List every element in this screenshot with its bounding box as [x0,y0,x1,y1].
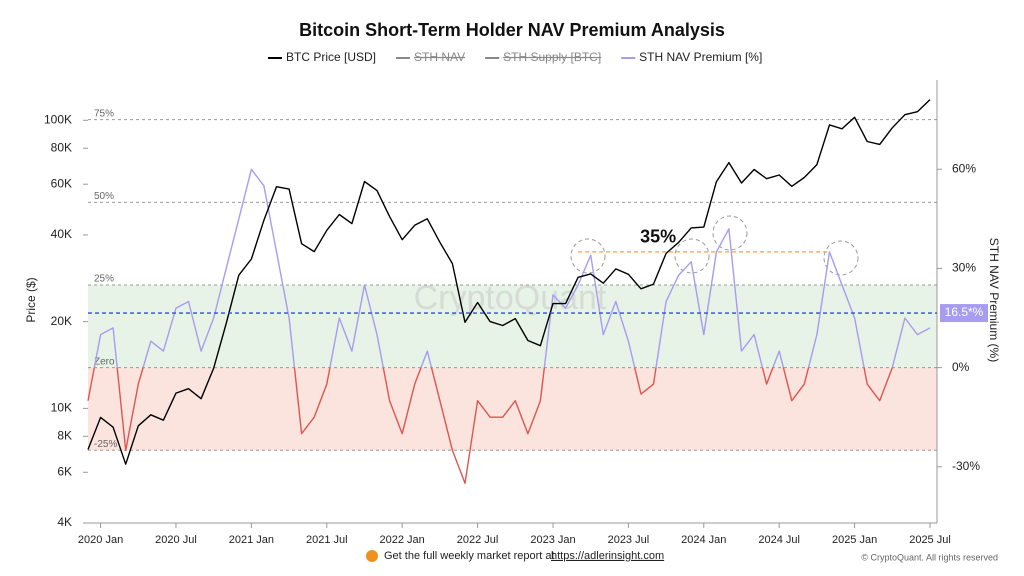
x-tick-label: 2020 Jan [78,534,123,546]
level-label: 75% [94,108,114,119]
x-tick-label: 2023 Jan [530,534,575,546]
x-tick-label: 2022 Jan [380,534,425,546]
legend-label: STH NAV [414,50,465,64]
legend-label: STH NAV Premium [%] [639,50,762,64]
y-tick-label: 10K [51,401,72,415]
annotation-box [940,304,988,323]
highlight-circle [570,238,606,274]
band [88,367,937,451]
x-tick-label: 2024 Jul [758,534,800,546]
x-tick-label: 2021 Jan [229,534,274,546]
y2-tick-label: 0% [952,360,970,374]
annotation-text: 35% [640,227,676,247]
legend-label: STH Supply [BTC] [503,50,601,64]
y-axis-label: Price ($) [24,277,38,322]
x-tick-label: 2025 Jan [832,534,877,546]
level-label: 50% [94,191,114,202]
footer-icon [366,550,378,562]
y-tick-label: 80K [51,140,72,154]
series-line [87,168,931,484]
y-tick-label: 40K [51,227,72,241]
annotation-label: 16.5*% [945,305,984,319]
y-tick-label: 6K [57,464,72,478]
series-line [87,99,931,465]
y-tick-label: 60K [51,176,72,190]
x-tick-label: 2024 Jan [681,534,726,546]
highlight-circle [674,238,710,274]
x-tick-label: 2020 Jul [155,534,197,546]
level-label: 25% [94,274,114,285]
y-tick-label: 100K [44,112,72,126]
legend: BTC Price [USD] STH NAV STH Supply [BTC] ST… [268,50,762,64]
x-tick-label: 2021 Jul [306,534,348,546]
x-tick-label: 2023 Jul [608,534,650,546]
y2-tick-label: -30% [952,459,980,473]
level-label: -25% [94,439,117,450]
y-tick-label: 8K [57,428,72,442]
y-tick-label: 4K [57,515,72,529]
x-tick-label: 2025 Jul [909,534,951,546]
legend-label: BTC Price [USD] [286,50,376,64]
highlight-circle [823,240,859,276]
y-tick-label: 20K [51,314,72,328]
y2-axis-label: STH NAV Premium (%) [987,238,1001,362]
highlight-circle [712,215,748,251]
level-label: Zero [94,356,115,367]
x-tick-label: 2022 Jul [457,534,499,546]
footer-link[interactable]: https://adlerinsight.com [551,550,664,562]
band [88,284,937,368]
y2-tick-label: 60% [952,161,976,175]
footer-text: Get the full weekly market report at [384,550,555,562]
copyright: © CryptoQuant. All rights reserved [861,552,998,562]
y2-tick-label: 30% [952,261,976,275]
chart-title: Bitcoin Short-Term Holder NAV Premium An… [299,20,725,40]
